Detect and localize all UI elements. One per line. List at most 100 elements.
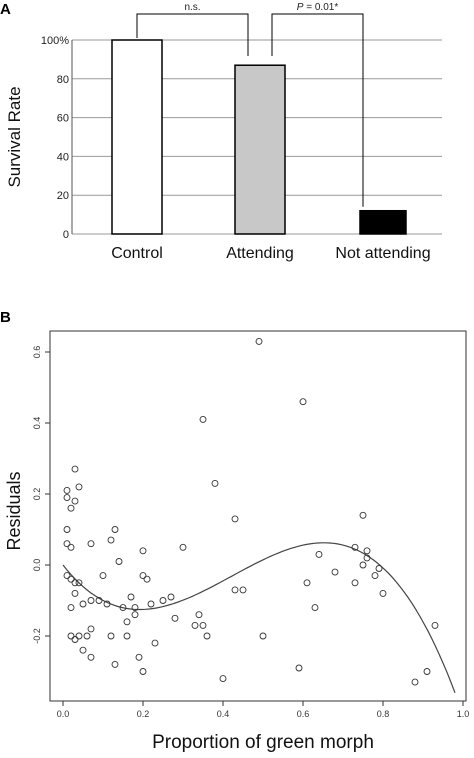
y-tick-label: 0.4 [32, 417, 42, 430]
data-point [107, 536, 115, 544]
data-point [295, 664, 303, 672]
data-point [351, 579, 359, 587]
data-point [127, 593, 135, 601]
data-point [351, 543, 359, 551]
bracket-p [271, 13, 364, 207]
x-tick-label: 0.0 [57, 709, 70, 719]
panel-letter-a: A [0, 1, 11, 18]
scatter-chart-residuals: 0.0 0.2 0.4 0.6 0.8 1.0 -0.2 0.0 0.2 0.4 0.6 Propor… [4, 330, 470, 753]
data-point [107, 632, 115, 640]
data-point [315, 550, 323, 558]
y-axis-title-b: Residuals [4, 471, 24, 550]
data-point [79, 646, 87, 654]
data-point [303, 579, 311, 587]
data-point [359, 511, 367, 519]
data-point [159, 597, 167, 604]
data-point [131, 604, 139, 612]
bar-not-attending [359, 209, 407, 235]
y-axis-title: Survival Rate [5, 86, 24, 187]
data-point [255, 337, 263, 345]
x-axis-title: Proportion of green morph [152, 732, 374, 753]
data-point [67, 543, 75, 551]
data-point [191, 621, 199, 629]
data-point [139, 547, 147, 555]
plot-frame [49, 330, 467, 702]
bar-control [111, 39, 163, 235]
data-point [75, 579, 83, 587]
data-point [71, 497, 79, 505]
data-point [63, 494, 71, 502]
data-point [67, 504, 75, 512]
data-point [151, 639, 159, 647]
data-point [119, 604, 127, 612]
data-point [167, 593, 175, 601]
data-point [123, 632, 131, 640]
data-point [135, 653, 143, 661]
y-tick-label: 0 [63, 229, 69, 241]
data-point [83, 632, 91, 640]
y-tick-label: 20 [57, 190, 69, 202]
significance-label-ns: n.s. [184, 2, 200, 13]
y-tick-label: 0.0 [32, 559, 42, 572]
x-tick-label: 0.6 [297, 709, 310, 719]
data-point [63, 526, 71, 533]
data-point [79, 600, 87, 608]
data-point [331, 568, 339, 576]
x-tick-label: 0.8 [377, 709, 390, 719]
data-point [71, 636, 79, 643]
data-point [219, 675, 227, 683]
data-point [67, 604, 75, 612]
data-point [103, 600, 111, 608]
y-tick-label: 0.2 [32, 488, 42, 501]
data-point [87, 597, 95, 604]
bar-chart-survival: 0 20 40 60 80 100% Survival Rate Control Attendi… [5, 2, 442, 262]
data-point [143, 575, 151, 583]
category-label: Control [111, 245, 163, 262]
data-point [371, 572, 379, 580]
y-tick-label: 60 [57, 113, 69, 125]
data-point [259, 632, 267, 640]
p-symbol: P [297, 2, 304, 13]
data-point [179, 543, 187, 551]
data-point [411, 678, 419, 686]
y-tick-label: 40 [57, 151, 69, 163]
y-tick-label: 0.6 [32, 346, 42, 359]
data-point [87, 540, 95, 548]
category-label: Attending [226, 245, 294, 262]
bar-attending [234, 64, 286, 235]
data-point [67, 632, 75, 640]
data-point [67, 575, 75, 583]
data-point [311, 604, 319, 612]
data-point [203, 632, 211, 640]
data-point [75, 632, 83, 640]
data-point [131, 611, 139, 619]
data-point [99, 572, 107, 580]
fit-curve [62, 542, 456, 694]
data-point [363, 547, 371, 555]
x-tick-label: 0.2 [137, 709, 150, 719]
significance-label-p: P = 0.01* [297, 2, 339, 13]
p-value: = 0.01* [303, 2, 338, 13]
data-point [231, 586, 239, 594]
data-point [71, 589, 79, 597]
data-point [139, 668, 147, 675]
y-tick-label: 100% [41, 35, 69, 47]
data-point [87, 653, 95, 661]
data-point [431, 621, 439, 629]
data-point [423, 668, 431, 675]
data-point [63, 486, 71, 494]
data-point [71, 579, 79, 587]
data-point [111, 526, 119, 533]
data-point [359, 561, 367, 569]
data-point [299, 398, 307, 406]
data-point [63, 572, 71, 580]
category-label: Not attending [335, 245, 430, 262]
y-tick-label: 80 [57, 74, 69, 86]
data-point [87, 625, 95, 633]
x-tick-label: 1.0 [457, 709, 470, 719]
data-point [363, 554, 371, 562]
data-point [379, 589, 387, 597]
data-point [139, 572, 147, 580]
data-point [199, 415, 207, 423]
